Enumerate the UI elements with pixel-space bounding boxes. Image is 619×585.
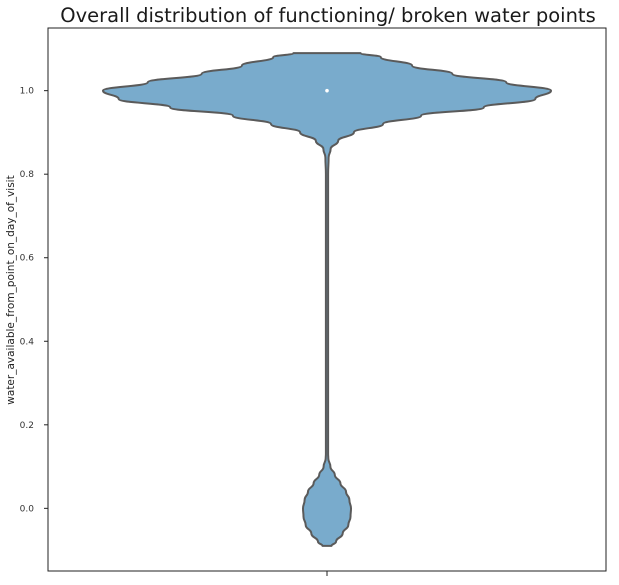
plot-frame xyxy=(47,27,607,572)
y-tick-label: 0.6 xyxy=(20,254,35,264)
tick-layer: 0.0 0.2 0.4 0.6 0.8 1.0 xyxy=(20,87,328,576)
y-tick-label: 0.2 xyxy=(20,421,34,431)
y-tick-label: 0.8 xyxy=(20,170,35,180)
violin-body xyxy=(102,52,552,547)
y-tick-label: 0.4 xyxy=(20,337,35,347)
y-tick-label: 1.0 xyxy=(20,87,35,97)
chart-title: Overall distribution of functioning/ bro… xyxy=(60,4,595,27)
median-marker xyxy=(325,88,329,93)
violin-layer xyxy=(102,52,552,547)
y-axis-label: water_available_from_point_on_day_of_vis… xyxy=(5,175,17,404)
y-tick-label: 0.0 xyxy=(20,504,35,514)
